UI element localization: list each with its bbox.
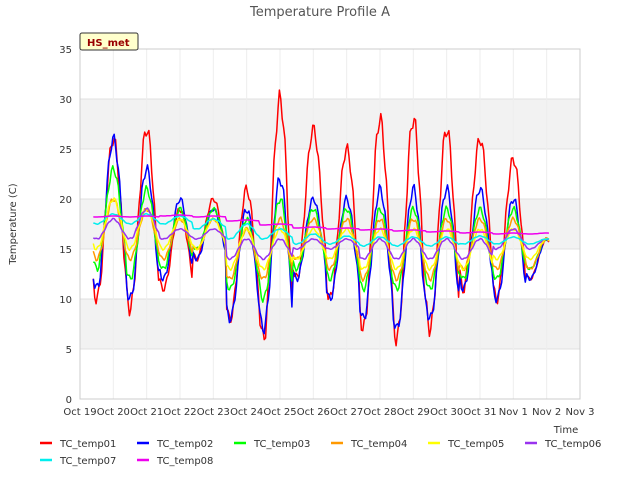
- legend-label: TC_temp06: [544, 439, 601, 450]
- x-tick-label: Oct 21: [130, 407, 163, 418]
- plot-frame: [79, 48, 581, 400]
- x-tick-label: Oct 25: [263, 407, 296, 418]
- x-tick-label: Oct 23: [197, 407, 230, 418]
- legend: TC_temp01 TC_temp02 TC_temp03 TC_temp04 TC_t…: [40, 439, 601, 467]
- legend-label: TC_temp07: [59, 456, 116, 467]
- y-tick-label: 5: [66, 345, 72, 356]
- x-tick-label: Oct 30: [430, 407, 463, 418]
- x-tick-label: Nov 1: [499, 407, 528, 418]
- hs-met-badge: HS_met: [79, 32, 139, 51]
- legend-label: TC_temp03: [253, 439, 310, 450]
- x-tick-label: Oct 22: [163, 407, 196, 418]
- y-tick-label: 25: [59, 145, 72, 156]
- y-tick-label: 10: [59, 295, 72, 306]
- legend-label: TC_temp08: [156, 456, 213, 467]
- x-tick-label: Oct 26: [297, 407, 330, 418]
- x-tick-label: Oct 19: [63, 407, 96, 418]
- y-axis-label: Temperature (C): [8, 183, 19, 265]
- hs-met-badge-label: HS_met: [87, 38, 130, 49]
- series-line-tc-temp01: [92, 89, 550, 347]
- x-tick-label: Oct 29: [397, 407, 430, 418]
- y-tick-label: 35: [59, 45, 72, 56]
- plot-bands: [80, 99, 580, 349]
- series-line-tc-temp04: [92, 198, 550, 282]
- legend-label: TC_temp05: [447, 439, 504, 450]
- legend-label: TC_temp01: [59, 439, 116, 450]
- y-tick-label: 20: [59, 195, 72, 206]
- x-tick-label: Oct 27: [330, 407, 363, 418]
- plot-band: [80, 299, 580, 349]
- x-tick-label: Oct 20: [97, 407, 130, 418]
- y-tick-label: 0: [66, 395, 72, 406]
- x-tick-label: Oct 31: [463, 407, 496, 418]
- x-axis-label: Time: [553, 425, 578, 436]
- x-tick-label: Oct 28: [363, 407, 396, 418]
- plot-band: [80, 99, 580, 149]
- series-line-tc-temp08: [93, 214, 549, 235]
- series-line-tc-temp06: [92, 207, 549, 261]
- legend-label: TC_temp04: [350, 439, 407, 450]
- x-tick-label: Nov 2: [532, 407, 561, 418]
- y-tick-label: 15: [59, 245, 72, 256]
- y-axis-ticks: 0 5 10 15 20 25 30 35: [59, 45, 72, 406]
- chart-title: Temperature Profile A: [249, 5, 390, 20]
- x-tick-label: Oct 24: [230, 407, 263, 418]
- legend-label: TC_temp02: [156, 439, 213, 450]
- x-tick-label: Nov 3: [565, 407, 594, 418]
- series-lines: [92, 89, 550, 347]
- series-line-tc-temp07: [93, 212, 550, 248]
- y-tick-label: 30: [59, 95, 72, 106]
- x-axis-ticks: Oct 19 Oct 20 Oct 21 Oct 22 Oct 23 Oct 24 Oct …: [63, 407, 594, 418]
